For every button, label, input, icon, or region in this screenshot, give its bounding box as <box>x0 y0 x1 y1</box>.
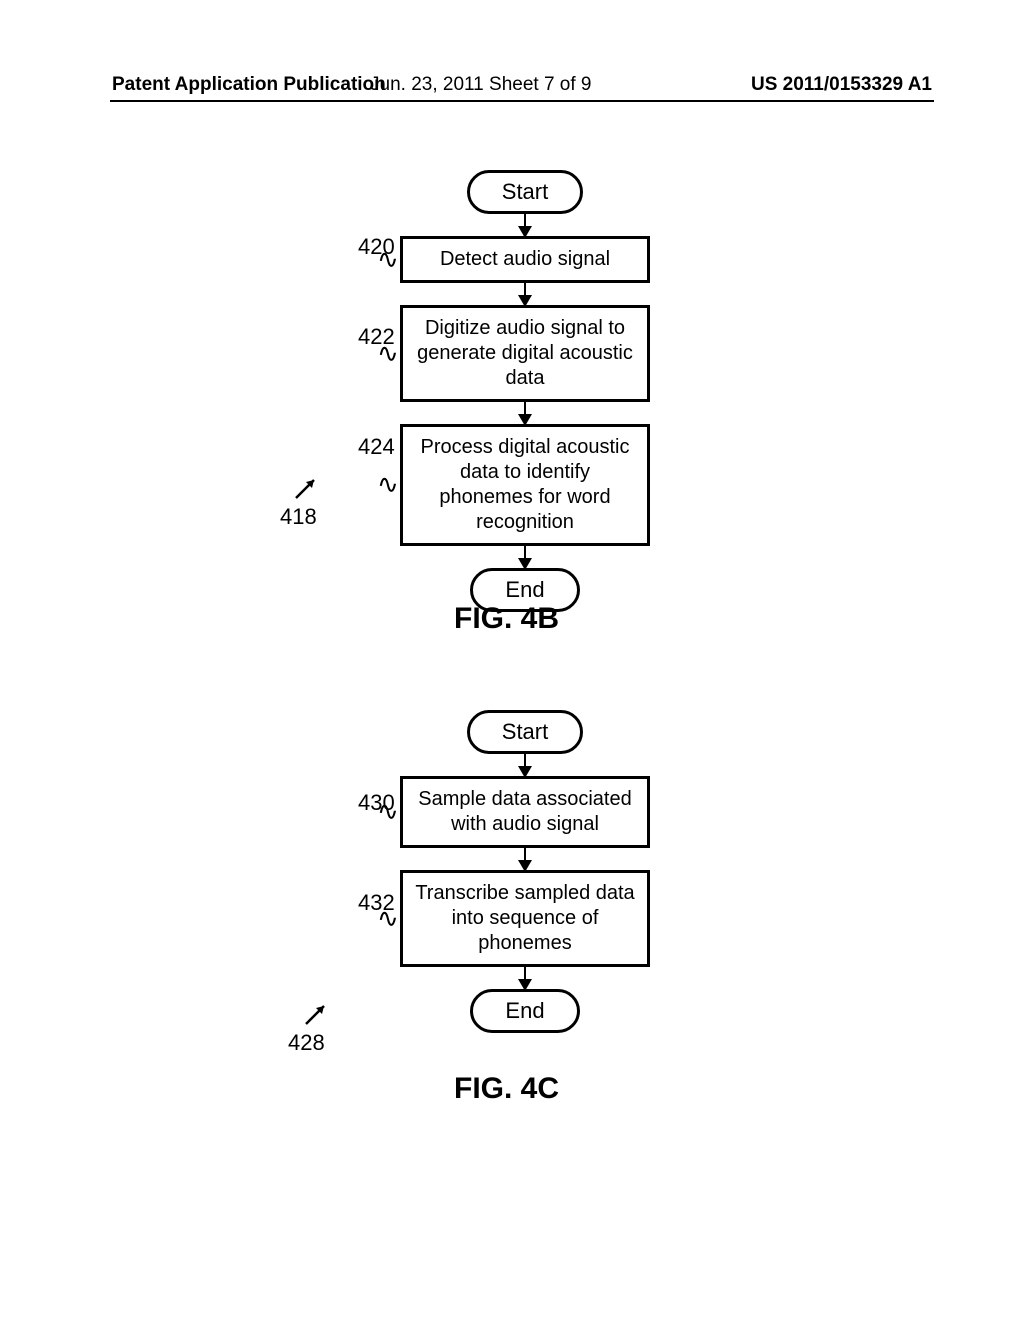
header-pubnum: US 2011/0153329 A1 <box>751 74 932 96</box>
ref-428: 428 <box>288 1030 325 1056</box>
step-text: Digitize audio signal to generate digita… <box>417 317 633 389</box>
group-arrow-428 <box>302 1000 330 1028</box>
arrow <box>524 546 526 568</box>
step-432: ∿ Transcribe sampled data into sequence … <box>400 870 650 967</box>
step-430: ∿ Sample data associated with audio sign… <box>400 776 650 848</box>
flowchart-4c: Start ∿ Sample data associated with audi… <box>400 710 650 1033</box>
ref-422: 422 <box>358 324 395 350</box>
ref-418: 418 <box>280 504 317 530</box>
step-text: Sample data associated with audio signal <box>418 788 631 835</box>
page: Patent Application Publication Jun. 23, … <box>0 0 1024 1320</box>
step-text: Detect audio signal <box>440 248 610 270</box>
step-text: Process digital acoustic data to identif… <box>421 436 630 533</box>
header-date-sheet: Jun. 23, 2011 Sheet 7 of 9 <box>370 74 592 96</box>
ref-430: 430 <box>358 790 395 816</box>
arrow <box>524 967 526 989</box>
step-420: ∿ Detect audio signal <box>400 236 650 283</box>
arrow <box>524 848 526 870</box>
figure-label-4b: FIG. 4B <box>454 602 559 636</box>
ref-420: 420 <box>358 234 395 260</box>
figure-label-4c: FIG. 4C <box>454 1072 559 1106</box>
terminator-start-4b: Start <box>467 170 583 214</box>
ref-424: 424 <box>358 434 395 460</box>
group-arrow-418 <box>292 474 320 502</box>
terminator-start-4c: Start <box>467 710 583 754</box>
arrow <box>524 402 526 424</box>
arrow <box>524 214 526 236</box>
header-rule <box>110 100 934 102</box>
step-text: Transcribe sampled data into sequence of… <box>415 882 634 954</box>
step-422: ∿ Digitize audio signal to generate digi… <box>400 305 650 402</box>
step-424: ∿ Process digital acoustic data to ident… <box>400 424 650 546</box>
arrow <box>524 754 526 776</box>
terminator-end-4c: End <box>470 989 579 1033</box>
header-publication: Patent Application Publication <box>112 74 386 96</box>
ref-432: 432 <box>358 890 395 916</box>
leader-tilde: ∿ <box>377 469 399 502</box>
flowchart-4b: Start ∿ Detect audio signal ∿ Digitize a… <box>400 170 650 612</box>
arrow <box>524 283 526 305</box>
